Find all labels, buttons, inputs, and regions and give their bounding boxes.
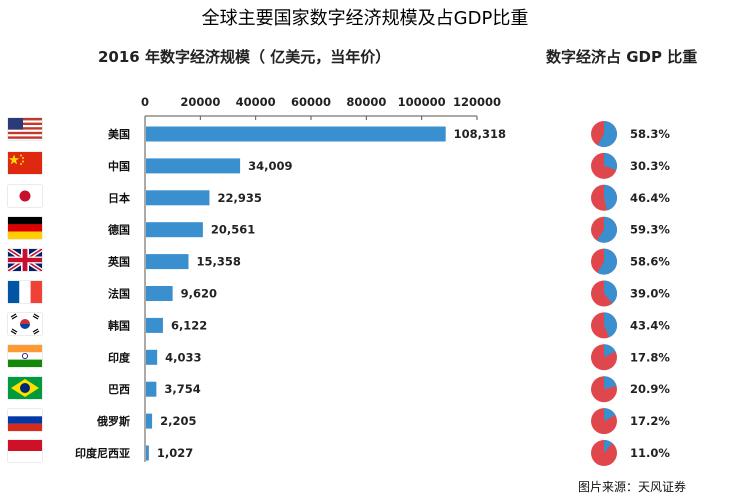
pie-chart [591, 280, 618, 307]
cn-flag-icon [8, 152, 42, 174]
bar [146, 190, 210, 206]
category-label: 俄罗斯 [96, 414, 130, 428]
pie-slice-share [604, 408, 616, 422]
bar-value-label: 20,561 [211, 223, 255, 237]
pie-slice-share [604, 344, 616, 358]
x-tick-label: 20000 [180, 95, 220, 109]
pie-column-title: 数字经济占 GDP 比重 [546, 48, 698, 66]
bar-value-label: 3,754 [164, 382, 200, 396]
bar [146, 413, 153, 429]
bar [146, 445, 149, 461]
category-label: 韩国 [108, 318, 130, 332]
kr-flag-icon [8, 313, 42, 335]
bar-value-label: 4,033 [165, 350, 201, 364]
x-tick-label: 40000 [236, 95, 276, 109]
category-label: 美国 [108, 127, 130, 141]
pie-slice-share [604, 280, 618, 304]
bar-value-label: 22,935 [217, 191, 261, 205]
ru-flag-icon [8, 409, 42, 431]
bar [146, 222, 203, 238]
pie-percent-label: 39.0% [630, 287, 670, 301]
pie-slice-share [604, 184, 618, 211]
category-label: 日本 [108, 191, 130, 205]
bar [146, 286, 173, 301]
pie-chart [591, 344, 617, 371]
id-flag-icon [8, 440, 42, 462]
pie-percent-label: 11.0% [630, 446, 670, 460]
category-label: 中国 [108, 159, 130, 173]
pie-chart [591, 216, 618, 243]
pie-percent-label: 58.3% [630, 127, 670, 141]
x-tick-label: 80000 [346, 95, 386, 109]
page-title: 全球主要国家数字经济规模及占GDP比重 [201, 8, 529, 29]
pie-slice-share [604, 376, 617, 390]
category-label: 印度 [108, 350, 131, 364]
pie-chart [591, 312, 618, 339]
bar-value-label: 2,205 [160, 414, 196, 428]
pie-chart [591, 248, 617, 275]
pie-chart [591, 408, 617, 435]
bar-value-label: 15,358 [196, 255, 240, 269]
pie-chart [591, 376, 617, 403]
bar [146, 317, 163, 333]
category-label: 巴西 [108, 383, 130, 396]
pie-percent-label: 46.4% [630, 191, 670, 205]
pie-percent-label: 20.9% [630, 382, 670, 396]
x-tick-label: 0 [141, 95, 149, 109]
bar [146, 381, 157, 397]
br-flag-icon [8, 377, 42, 399]
category-label: 英国 [107, 255, 130, 269]
category-label: 德国 [107, 223, 130, 237]
pie-slice-share [604, 152, 618, 171]
pie-slice-share [596, 216, 618, 243]
bar [146, 158, 241, 174]
pie-percent-label: 58.6% [630, 255, 670, 269]
pie-percent-label: 59.3% [630, 223, 670, 237]
x-tick-label: 60000 [291, 95, 331, 109]
pie-slice-share [604, 440, 613, 453]
uk-flag-icon [8, 249, 42, 271]
bar [146, 126, 446, 142]
pie-percent-label: 43.4% [630, 318, 670, 332]
pie-chart [591, 121, 617, 147]
pie-percent-label: 17.2% [630, 414, 670, 428]
bar-value-label: 34,009 [248, 159, 292, 173]
bar-chart-title: 2016 年数字经济规模（ 亿美元，当年价） [98, 48, 391, 66]
category-label: 印度尼西亚 [75, 446, 130, 460]
category-label: 法国 [108, 287, 130, 301]
bar-value-label: 9,620 [181, 287, 217, 301]
pie-slice-share [597, 121, 617, 147]
de-flag-icon [8, 217, 42, 239]
fr-flag-icon [8, 281, 42, 303]
bar-value-label: 6,122 [171, 318, 207, 332]
pie-chart [591, 440, 617, 466]
bar-value-label: 108,318 [454, 127, 506, 141]
source-note: 图片来源：天风证券 [577, 480, 686, 494]
x-tick-label: 100000 [398, 95, 446, 109]
pie-slice-share [597, 248, 617, 275]
pie-percent-label: 17.8% [630, 350, 670, 364]
bar [146, 349, 158, 365]
bar-value-label: 1,027 [157, 446, 193, 460]
us-flag-icon [8, 118, 42, 140]
pie-percent-label: 30.3% [630, 159, 670, 173]
jp-flag-icon [8, 185, 42, 207]
pie-chart [591, 152, 618, 179]
pie-slice-share [604, 312, 618, 338]
bar [146, 254, 189, 270]
pie-chart [591, 184, 618, 211]
in-flag-icon [8, 345, 42, 367]
x-tick-label: 120000 [453, 95, 501, 109]
